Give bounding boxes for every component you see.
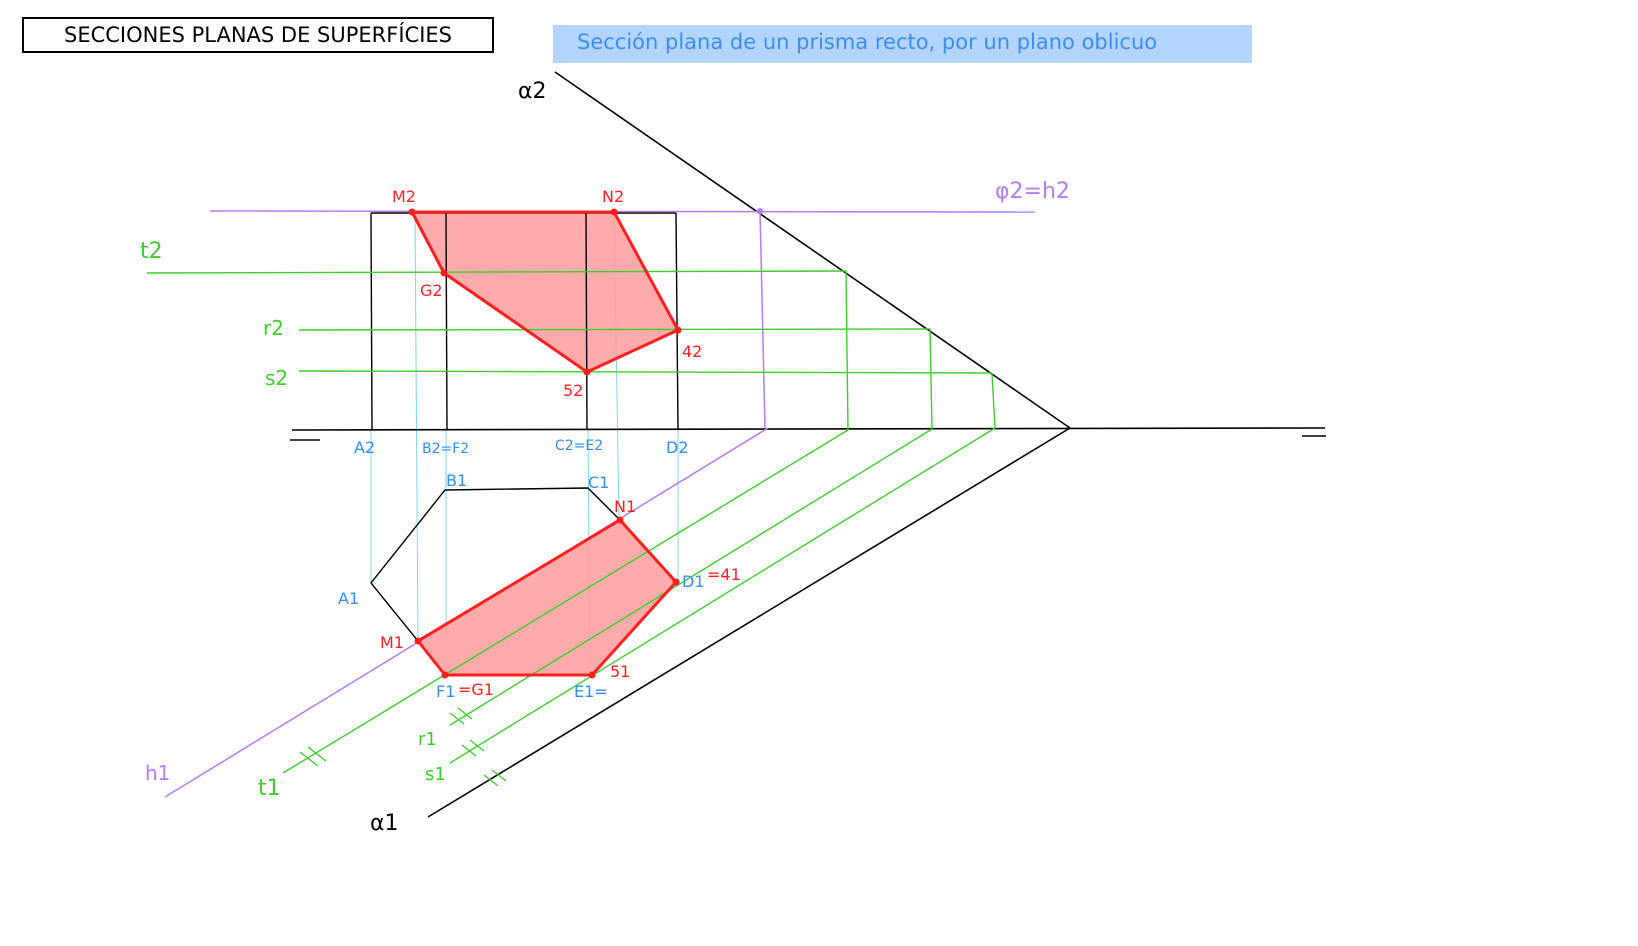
t-recall-line bbox=[845, 270, 849, 431]
alpha1-trace bbox=[427, 427, 1071, 818]
prism-base-plan bbox=[370, 487, 621, 642]
t1-line bbox=[282, 429, 849, 774]
subtitle-banner: Sección plana de un prisma recto, por un… bbox=[553, 25, 1252, 63]
t2-line bbox=[146, 270, 847, 274]
parallel-ticks bbox=[299, 707, 507, 787]
s1-label: s1 bbox=[425, 764, 446, 785]
p42-label: 42 bbox=[682, 342, 702, 361]
labels: α2 α1 φ2=h2 h1 t2 r2 s2 t1 r1 s1 M2 N2 G… bbox=[140, 79, 1070, 836]
h1-label: h1 bbox=[145, 761, 170, 785]
f1-label: F1 bbox=[436, 682, 455, 701]
m1-label: M1 bbox=[380, 633, 404, 652]
s1-line bbox=[449, 427, 996, 764]
e1-label: E1= bbox=[574, 682, 608, 701]
phi-intersection-point bbox=[757, 208, 763, 214]
r1-label: r1 bbox=[418, 729, 437, 750]
ground-line bbox=[291, 427, 1326, 431]
prism-edge-b bbox=[445, 212, 448, 430]
alpha1-label: α1 bbox=[370, 811, 399, 836]
g2-label: G2 bbox=[420, 281, 443, 300]
p52-label: 52 bbox=[563, 381, 583, 400]
r-recall-line bbox=[929, 328, 933, 430]
r2-line bbox=[298, 328, 931, 331]
g1-label: =G1 bbox=[458, 680, 494, 699]
section-front-outline bbox=[410, 210, 680, 374]
page-title: SECCIONES PLANAS DE SUPERFÍCIES bbox=[22, 17, 494, 53]
p41-label: =41 bbox=[707, 565, 741, 584]
b1-label: B1 bbox=[446, 471, 467, 490]
d2-label: D2 bbox=[666, 438, 689, 457]
traces bbox=[290, 71, 1326, 818]
alpha2-trace bbox=[554, 71, 1071, 429]
t2-label: t2 bbox=[140, 239, 163, 264]
a2-label: A2 bbox=[354, 438, 375, 457]
section-plan-outline bbox=[416, 518, 678, 677]
s2-label: s2 bbox=[265, 366, 288, 390]
alpha2-label: α2 bbox=[518, 79, 547, 104]
s-recall-line bbox=[991, 372, 996, 429]
b2-f2-label: B2=F2 bbox=[422, 441, 469, 457]
prism-edge-a bbox=[370, 212, 373, 431]
m2-label: M2 bbox=[392, 187, 416, 206]
phi2-h2-label: φ2=h2 bbox=[995, 179, 1070, 204]
section-points bbox=[408, 208, 682, 679]
phi2-line bbox=[209, 210, 1036, 213]
c2-e2-label: C2=E2 bbox=[555, 438, 603, 454]
n2-label: N2 bbox=[602, 187, 624, 206]
p51-label: 51 bbox=[610, 662, 630, 681]
r2-label: r2 bbox=[263, 316, 284, 340]
auxiliary-lines bbox=[146, 270, 996, 787]
n1-label: N1 bbox=[614, 497, 636, 516]
t1-label: t1 bbox=[258, 776, 281, 801]
d1-label: D1 bbox=[682, 572, 705, 591]
prism-edge-c bbox=[585, 212, 588, 430]
projection-line-m bbox=[414, 212, 419, 642]
a1-label: A1 bbox=[338, 589, 359, 608]
section-outlines bbox=[410, 210, 680, 677]
c1-label: C1 bbox=[588, 473, 609, 492]
prism-edge-d bbox=[675, 212, 679, 430]
section-front-fill bbox=[412, 212, 678, 372]
s2-line bbox=[298, 370, 993, 374]
section-plan-fill bbox=[418, 520, 676, 675]
phi-recall-line bbox=[759, 210, 766, 429]
